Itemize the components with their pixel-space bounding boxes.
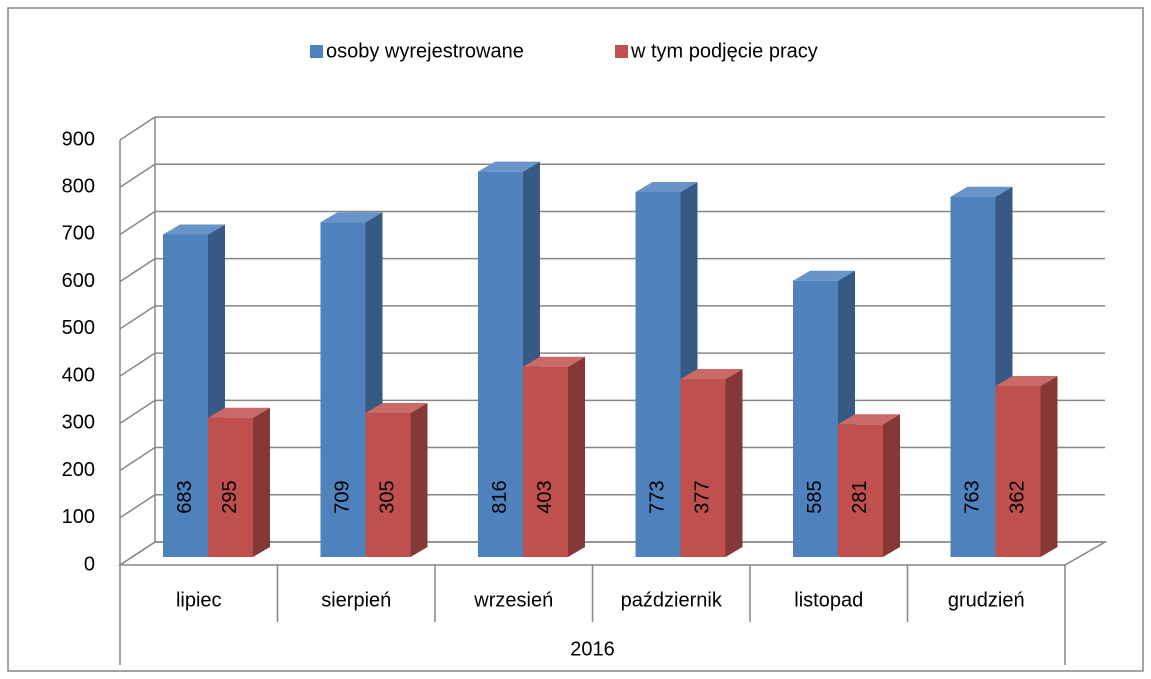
y-tick-label: 200 bbox=[62, 459, 95, 481]
data-label: 377 bbox=[691, 480, 713, 513]
bar bbox=[680, 378, 726, 557]
bar-side bbox=[725, 368, 743, 557]
grid-line bbox=[119, 210, 156, 236]
grid-line bbox=[119, 399, 156, 424]
bar bbox=[365, 412, 411, 557]
y-tick-label: 800 bbox=[62, 176, 95, 198]
grid-line bbox=[119, 541, 156, 566]
data-label: 683 bbox=[174, 480, 196, 513]
data-label: 305 bbox=[376, 480, 398, 513]
grid-line bbox=[119, 116, 156, 141]
bar-top bbox=[320, 212, 383, 223]
bar-top bbox=[838, 414, 900, 425]
y-tick-label: 400 bbox=[62, 364, 95, 386]
grid-line bbox=[119, 494, 156, 519]
bar-side bbox=[410, 402, 428, 557]
bar bbox=[523, 366, 568, 557]
bar bbox=[478, 171, 523, 557]
bar-top bbox=[950, 186, 1013, 197]
x-tick-label: listopad bbox=[794, 589, 863, 611]
y-tick-label: 500 bbox=[62, 317, 95, 339]
bar bbox=[793, 280, 838, 557]
y-tick-label: 300 bbox=[62, 412, 95, 434]
x-tick-label: grudzień bbox=[948, 589, 1025, 611]
y-tick-label: 900 bbox=[62, 128, 95, 150]
data-label: 816 bbox=[489, 480, 511, 513]
bar bbox=[208, 417, 253, 557]
x-tick-label: lipiec bbox=[176, 589, 222, 611]
data-label: 763 bbox=[961, 480, 983, 513]
grid-line bbox=[119, 258, 156, 283]
grid-line bbox=[119, 352, 156, 377]
y-tick-label: 100 bbox=[62, 506, 95, 528]
data-label: 773 bbox=[646, 480, 668, 513]
bar bbox=[995, 386, 1041, 557]
bar bbox=[950, 196, 996, 557]
bar-side bbox=[883, 414, 900, 557]
legend-label: osoby wyrejestrowane bbox=[326, 40, 524, 62]
data-label: 281 bbox=[849, 480, 871, 513]
data-label: 709 bbox=[331, 480, 353, 513]
legend-swatch bbox=[310, 45, 323, 58]
bar-side bbox=[253, 407, 270, 557]
bar bbox=[635, 191, 681, 557]
bar-top bbox=[523, 356, 585, 367]
legend-swatch bbox=[615, 45, 628, 58]
grid-line bbox=[119, 163, 156, 188]
bar-top bbox=[793, 270, 855, 281]
x-tick-label: wrzesień bbox=[473, 589, 553, 611]
x-tick-label: sierpień bbox=[321, 589, 391, 611]
bar-top bbox=[995, 376, 1058, 387]
x-tick-label: październik bbox=[621, 589, 723, 611]
bar-top bbox=[208, 407, 270, 418]
bar-top bbox=[478, 161, 540, 172]
bar-top bbox=[163, 224, 225, 235]
bar-top bbox=[680, 368, 743, 379]
data-label: 403 bbox=[534, 480, 556, 513]
bar bbox=[838, 424, 883, 557]
bar bbox=[163, 234, 208, 557]
bar-side bbox=[1040, 376, 1058, 557]
bar bbox=[320, 222, 366, 557]
grid-line bbox=[119, 305, 156, 330]
bar-side bbox=[568, 356, 585, 557]
legend-label: w tym podjęcie pracy bbox=[630, 40, 818, 62]
bar-top bbox=[365, 402, 428, 413]
data-label: 295 bbox=[219, 480, 241, 513]
y-tick-label: 0 bbox=[84, 553, 95, 575]
data-label: 585 bbox=[804, 480, 826, 513]
grid-line bbox=[119, 446, 156, 472]
y-tick-label: 600 bbox=[62, 270, 95, 292]
group-label: 2016 bbox=[570, 638, 615, 660]
bar-top bbox=[635, 181, 698, 192]
data-label: 362 bbox=[1006, 480, 1028, 513]
y-tick-label: 700 bbox=[62, 223, 95, 245]
